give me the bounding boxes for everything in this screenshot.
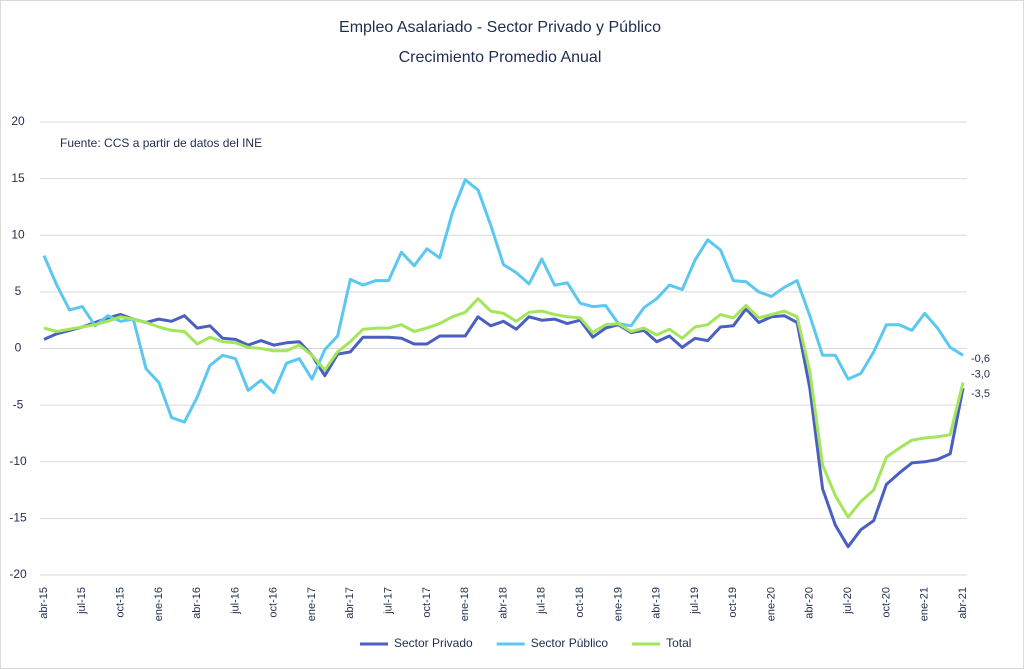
x-tick-label: jul-19 [689, 587, 701, 615]
x-tick-label: oct-19 [727, 587, 739, 618]
x-tick-label: abr-16 [191, 587, 203, 619]
y-tick-label: -20 [9, 567, 27, 581]
x-tick-label: abr-17 [344, 587, 356, 619]
data-label: -3,0 [971, 368, 990, 380]
legend-label: Sector Privado [394, 636, 473, 650]
y-tick-label: -5 [13, 397, 24, 411]
x-tick-label: jul-20 [842, 587, 854, 615]
legend-label: Total [666, 636, 691, 650]
chart-subtitle: Crecimiento Promedio Anual [399, 49, 602, 66]
x-tick-label: oct-20 [880, 587, 892, 618]
x-tick-label: abr-21 [957, 587, 969, 619]
chart-title: Empleo Asalariado - Sector Privado y Púb… [339, 19, 661, 36]
x-tick-label: ene-19 [612, 587, 624, 621]
x-tick-label: abr-15 [38, 587, 50, 619]
series-line [42, 178, 964, 424]
data-label: -3,5 [971, 388, 990, 400]
x-tick-label: oct-18 [574, 587, 586, 618]
y-tick-label: 15 [11, 171, 25, 185]
y-tick-label: 10 [11, 227, 25, 241]
data-label: -0,6 [971, 353, 990, 365]
x-tick-label: abr-19 [651, 587, 663, 619]
x-tick-label: oct-16 [268, 587, 280, 618]
x-tick-label: abr-18 [497, 587, 509, 619]
y-tick-label: 0 [15, 341, 22, 355]
x-tick-label: ene-20 [765, 587, 777, 621]
y-tick-label: 20 [11, 114, 25, 128]
x-tick-label: ene-21 [919, 587, 931, 621]
x-tick-label: ene-18 [459, 587, 471, 621]
x-tick-label: jul-16 [229, 587, 241, 615]
x-tick-label: ene-16 [153, 587, 165, 621]
x-tick-label: oct-15 [114, 587, 126, 618]
x-tick-label: ene-17 [306, 587, 318, 621]
y-tick-label: -10 [9, 454, 27, 468]
x-tick-label: jul-18 [536, 587, 548, 615]
legend-label: Sector Público [531, 636, 609, 650]
series-line [43, 297, 965, 519]
series-line [43, 307, 965, 549]
x-tick-label: jul-17 [383, 587, 395, 615]
x-tick-label: oct-17 [421, 587, 433, 618]
y-tick-label: -15 [9, 511, 27, 525]
y-tick-label: 5 [15, 284, 22, 298]
x-tick-label: abr-20 [804, 587, 816, 619]
annotation: Fuente: CCS a partir de datos del INE [60, 136, 262, 150]
x-tick-label: jul-15 [76, 587, 88, 615]
